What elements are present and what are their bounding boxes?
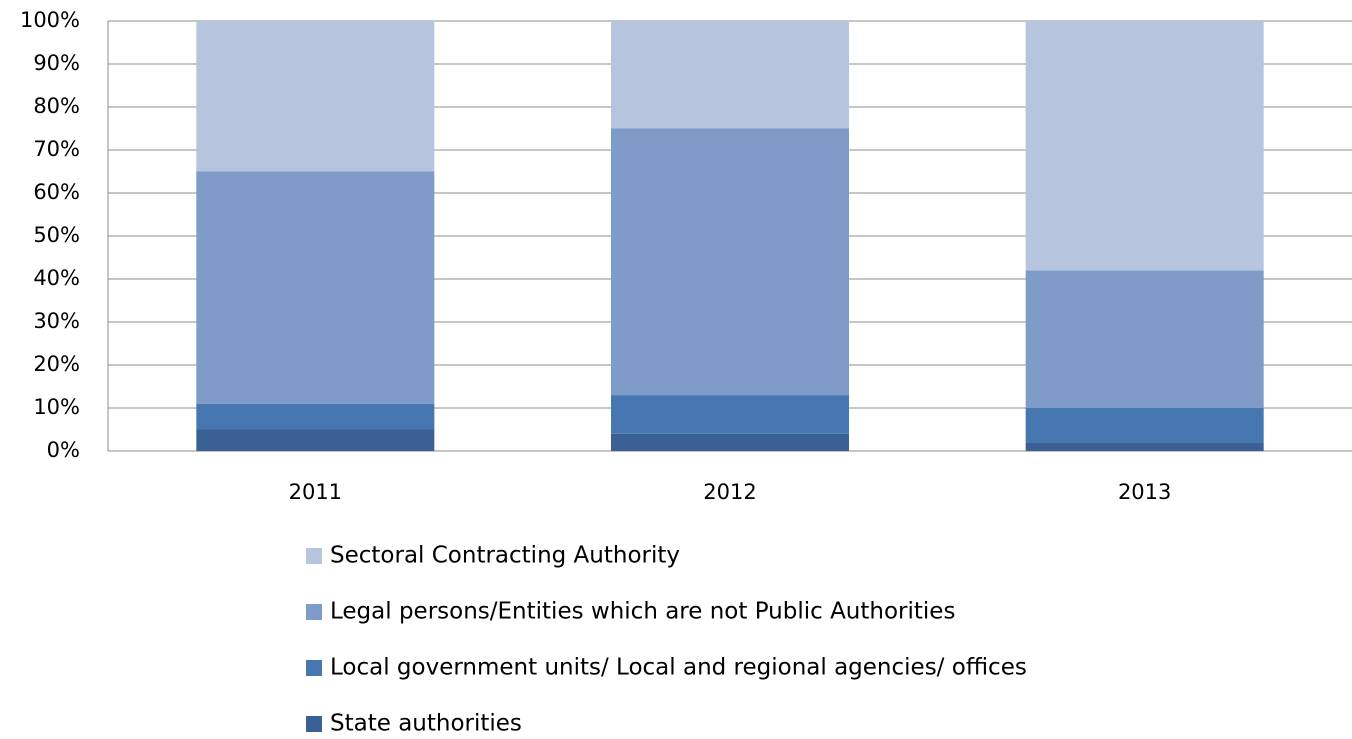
legend-label: Local government units/ Local and region…: [330, 655, 1027, 681]
y-tick-label: 0%: [47, 438, 80, 462]
y-tick-label: 90%: [33, 51, 80, 75]
legend-label: Legal persons/Entities which are not Pub…: [330, 599, 955, 625]
legend-label: State authorities: [330, 711, 522, 737]
bar-segment: [610, 21, 850, 129]
bar-segment: [1025, 408, 1264, 443]
x-tick-label: 2012: [703, 480, 756, 504]
legend-swatch: [306, 716, 322, 732]
bar-segment: [1025, 21, 1264, 271]
y-tick-label: 70%: [33, 137, 80, 161]
y-tick-label: 80%: [33, 94, 80, 118]
bar-segment: [196, 21, 435, 172]
x-tick-label: 2013: [1118, 480, 1171, 504]
bar-segment: [610, 433, 850, 451]
bar-segment: [196, 171, 435, 404]
bar-segment: [610, 395, 850, 434]
y-tick-label: 10%: [33, 395, 80, 419]
bar-segment: [196, 429, 435, 451]
y-tick-label: 30%: [33, 309, 80, 333]
bar-segment: [196, 403, 435, 430]
x-tick-label: 2011: [289, 480, 342, 504]
legend-swatch: [306, 660, 322, 676]
bar-segment: [1025, 270, 1264, 408]
bar-segment: [610, 128, 850, 396]
legend-label: Sectoral Contracting Authority: [330, 543, 680, 569]
y-tick-label: 50%: [33, 223, 80, 247]
y-tick-label: 100%: [20, 8, 80, 32]
bar-segment: [1025, 442, 1264, 451]
y-tick-label: 20%: [33, 352, 80, 376]
legend-swatch: [306, 604, 322, 620]
y-tick-label: 40%: [33, 266, 80, 290]
y-tick-label: 60%: [33, 180, 80, 204]
legend-swatch: [306, 548, 322, 564]
